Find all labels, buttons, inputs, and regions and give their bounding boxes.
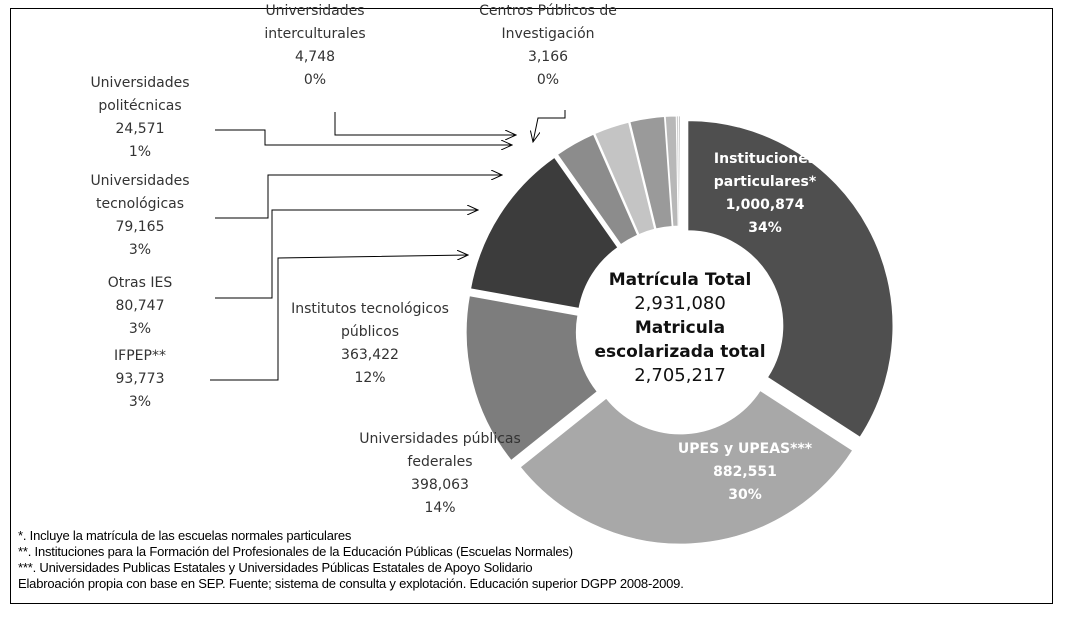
slice-label: Instituciones particulares* 1,000,874 34% (690, 148, 840, 240)
percent-label: 0% (536, 72, 560, 88)
slice-label: Universidades públicas federales 398,063 1… (355, 428, 525, 520)
percent-label: 34% (748, 220, 782, 236)
value-label: 363,422 (341, 347, 399, 363)
value-label: 93,773 (115, 371, 165, 387)
note: **. Instituciones para la Formación del … (18, 544, 573, 559)
percent-label: 3% (128, 394, 152, 410)
enrolled: 2,705,217 (634, 365, 726, 386)
leader-line (215, 129, 512, 145)
total: 2,931,080 (634, 293, 726, 314)
slice-label: Universidades tecnológicas 79,165 3% (65, 170, 215, 262)
slice-label: Institutos tecnológicos públicos 363,422 1… (270, 298, 470, 390)
category-label: Centros Públicos de Investigación (479, 3, 617, 42)
note: ***. Universidades Publicas Estatales y … (18, 560, 533, 575)
leader-lines (210, 110, 566, 381)
category-label: Universidades públicas federales (359, 431, 521, 470)
leader-line (215, 210, 478, 299)
notes: *. Incluye la matrícula de las escuelas … (18, 528, 684, 592)
value-label: 1,000,874 (725, 197, 805, 213)
slice-label: UPES y UPEAS*** 882,551 30% (655, 438, 835, 507)
total-title: Matrícula Total (608, 270, 752, 290)
note: Elabroación propia con base en SEP. Fuen… (18, 576, 684, 591)
category-label: Otras IES (107, 275, 173, 291)
slice (594, 121, 656, 235)
category-label: Universidades tecnológicas (90, 173, 190, 212)
category-label: Instituciones particulares* (713, 151, 817, 190)
frame (10, 8, 1053, 604)
slice-label: Otras IES 80,747 3% (80, 272, 200, 341)
leader-line (215, 175, 502, 219)
percent-label: 14% (424, 500, 456, 516)
value-label: 882,551 (713, 464, 777, 480)
category-label: Universidades interculturales (264, 3, 366, 42)
slice (470, 156, 619, 309)
category-label: Universidades politécnicas (90, 75, 190, 114)
slice-label: Universidades interculturales 4,748 0% (250, 0, 380, 92)
percent-label: 12% (354, 370, 386, 386)
note: *. Incluye la matrícula de las escuelas … (18, 528, 352, 543)
value-label: 3,166 (527, 49, 569, 65)
value-label: 398,063 (411, 477, 469, 493)
slice-label: IFPEP** 93,773 3% (80, 345, 200, 414)
value-label: 24,571 (115, 121, 165, 137)
slice (687, 120, 894, 438)
category-label: IFPEP** (114, 348, 166, 364)
slice (629, 116, 673, 230)
percent-label: 0% (303, 72, 327, 88)
percent-label: 3% (128, 242, 152, 258)
slice (678, 115, 681, 227)
value-label: 80,747 (115, 298, 165, 314)
percent-label: 3% (128, 321, 152, 337)
percent-label: 30% (728, 487, 762, 503)
enrolled-title: Matricula escolarizada total (594, 318, 766, 362)
center-label: Matrícula Total 2,931,080 Matricula esco… (590, 268, 770, 388)
slice (557, 133, 639, 246)
leader-line (533, 110, 566, 142)
category-label: UPES y UPEAS*** (677, 441, 813, 457)
slice (519, 390, 854, 545)
value-label: 4,748 (294, 49, 336, 65)
category-label: Institutos tecnológicos públicos (291, 301, 449, 340)
slice (465, 295, 598, 461)
slice-label: Centros Públicos de Investigación 3,166 0% (463, 0, 633, 92)
percent-label: 1% (128, 144, 152, 160)
slice-label: Universidades politécnicas 24,571 1% (65, 72, 215, 164)
leader-line (210, 255, 468, 381)
value-label: 79,165 (115, 219, 165, 235)
leader-line (334, 112, 516, 135)
